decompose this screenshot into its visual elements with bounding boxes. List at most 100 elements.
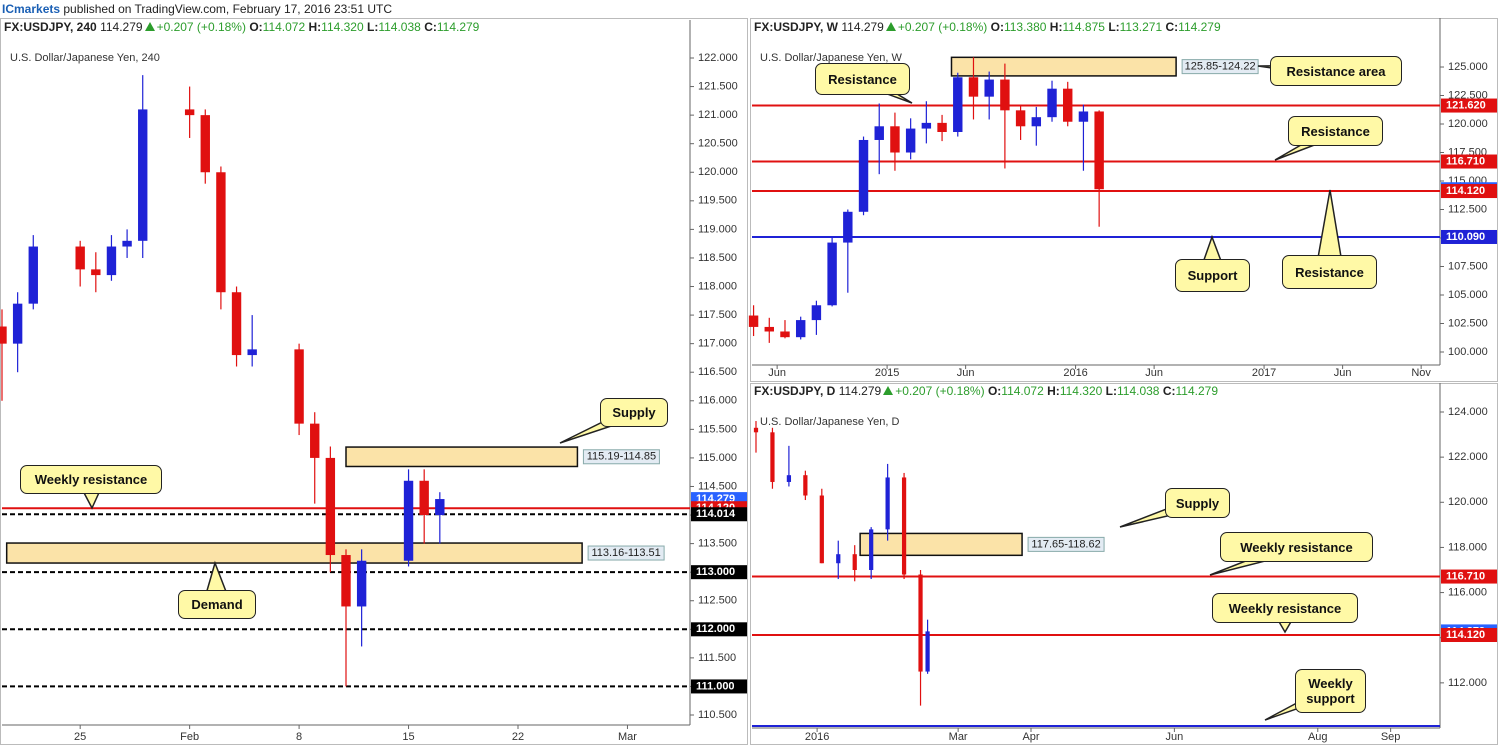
ohlc-key: C: [1162, 384, 1176, 398]
y-tick-label: 111.500 [698, 652, 736, 664]
y-tick-label: 119.000 [698, 223, 737, 235]
x-tick-label: 25 [74, 731, 86, 743]
candle-body [803, 475, 808, 496]
y-tick-label: 118.500 [698, 252, 737, 264]
chart-header: FX:USDJPY, D 114.279 +0.207 (+0.18%) O:11… [754, 384, 1218, 398]
y-tick-label: 125.000 [1448, 61, 1488, 73]
x-tick-label: Nov [1411, 367, 1431, 379]
x-tick-label: Jun [1334, 367, 1352, 379]
price-tag [1441, 628, 1497, 643]
y-tick-label: 100.000 [1448, 346, 1488, 358]
y-tick-label: 121.000 [698, 109, 738, 121]
candle-body [925, 631, 930, 672]
price-tag-label: 121.620 [1446, 99, 1486, 111]
price-tag [1441, 184, 1497, 199]
last-price: 114.279 [841, 20, 884, 34]
ohlc-key: H: [308, 20, 322, 34]
price-tag-label: 110.090 [1446, 231, 1485, 243]
price-tag [691, 622, 747, 637]
candle-body [858, 139, 869, 212]
publish-line: ICmarkets published on TradingView.com, … [2, 2, 392, 16]
y-tick-label: 120.000 [1448, 496, 1488, 508]
ohlc-value: 114.072 [1001, 384, 1044, 398]
ohlc-key: O: [249, 20, 263, 34]
zone-label: 125.85-124.22 [1185, 61, 1256, 73]
candle-body [852, 554, 857, 570]
candle-body [325, 457, 336, 556]
ohlc-value: 114.038 [1116, 384, 1160, 398]
candle-body [770, 432, 775, 482]
price-tag-label: 116.710 [1446, 570, 1485, 582]
callout: Weekly resistance [1220, 532, 1373, 562]
y-tick-label: 114.500 [698, 480, 737, 492]
price-tag [1441, 98, 1497, 113]
candle-body [184, 109, 195, 116]
callout: Weekly resistance [20, 465, 162, 494]
zone-label: 113.16-113.51 [591, 547, 660, 559]
x-tick-label: Sep [1381, 731, 1401, 743]
price-tag-label: 114.120 [1446, 185, 1485, 197]
last-price: 114.279 [100, 20, 143, 34]
candle-body [843, 211, 853, 243]
ohlc-key: H: [1049, 20, 1063, 34]
candle-body [1078, 111, 1089, 122]
zone-label-box [587, 545, 665, 561]
candle-body [247, 349, 257, 356]
x-tick-label: 22 [512, 731, 524, 743]
candle-body [231, 292, 242, 356]
price-tag-label: 112.000 [696, 623, 735, 635]
y-tick-label: 124.000 [1448, 406, 1488, 418]
last-price: 114.279 [838, 384, 882, 398]
ohlc-key: O: [987, 384, 1002, 398]
change: +0.207 (+0.18%) [156, 20, 246, 34]
candle-body [12, 303, 23, 344]
y-tick-label: 110.500 [698, 709, 737, 721]
candle-body [795, 320, 806, 338]
price-tag [691, 679, 747, 694]
price-tag-label: 113.000 [696, 566, 735, 578]
x-tick-label: 15 [402, 731, 414, 743]
ohlc-value: 114.072 [262, 20, 306, 34]
chart-subtitle: U.S. Dollar/Japanese Yen, W [760, 52, 902, 64]
x-tick-label: Jun [957, 367, 975, 379]
ohlc-value: 113.380 [1003, 20, 1047, 34]
change: +0.207 (+0.18%) [897, 20, 988, 34]
symbol: FX:USDJPY, W [754, 20, 839, 34]
panel-border [0, 18, 748, 745]
zone-label: 117.65-118.62 [1031, 538, 1100, 550]
y-tick-label: 120.000 [698, 166, 738, 178]
candle-body [748, 315, 759, 327]
candle-body [811, 305, 822, 321]
candle-body [435, 499, 445, 516]
candle-body [874, 126, 884, 140]
y-tick-label: 122.500 [1448, 89, 1488, 101]
panel-border [750, 383, 1498, 745]
ohlc-value: 114.279 [1178, 20, 1221, 34]
y-tick-label: 120.000 [1448, 118, 1488, 130]
x-tick-label: Jun [1145, 367, 1163, 379]
symbol: FX:USDJPY, D [754, 384, 836, 398]
zone [5, 542, 583, 564]
callout: Demand [178, 590, 256, 619]
ohlc-value: 114.875 [1062, 20, 1105, 34]
candle-body [937, 122, 947, 132]
y-tick-label: 117.500 [698, 309, 737, 321]
y-tick-label: 117.000 [698, 338, 737, 350]
x-tick-label: Jun [768, 367, 786, 379]
ohlc-key: C: [1165, 20, 1179, 34]
ohlc-value: 114.320 [321, 20, 364, 34]
candle-body [780, 331, 790, 338]
callout: Weekly support [1295, 669, 1366, 713]
ohlc-key: H: [1047, 384, 1060, 398]
y-tick-label: 119.500 [698, 195, 737, 207]
candle-body [1031, 117, 1042, 127]
y-tick-label: 105.000 [1448, 289, 1488, 301]
candle-body [341, 555, 351, 607]
ohlc-value: 113.271 [1119, 20, 1163, 34]
candle-body [75, 246, 85, 270]
y-tick-label: 112.000 [1448, 677, 1487, 689]
chart-subtitle: U.S. Dollar/Japanese Yen, 240 [10, 52, 160, 64]
ohlc-value: 114.320 [1059, 384, 1103, 398]
